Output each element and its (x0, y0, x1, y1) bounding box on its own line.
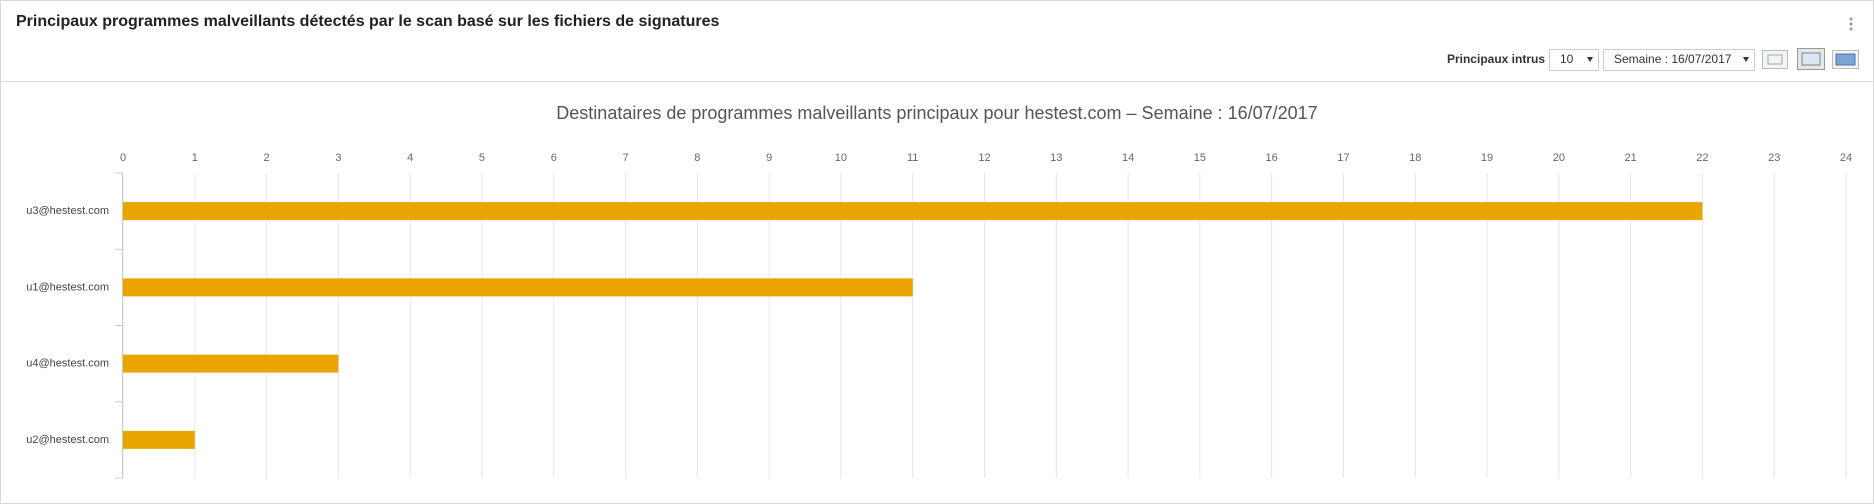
menu-dot (1849, 27, 1853, 31)
x-tick-label: 4 (407, 152, 413, 164)
x-tick-label: 16 (1266, 152, 1278, 164)
select-box (1603, 49, 1755, 71)
top-label: Principaux intrus (1447, 52, 1545, 66)
plot: 0 1 2 3 4 5 6 7 8 9 10 11 12 13 14 15 16 17 18 19 20 21 22 23 24… (26, 152, 1852, 479)
x-tick-label: 5 (479, 152, 485, 164)
x-tick-label: 1 (192, 152, 198, 164)
x-tick-label: 13 (1050, 152, 1062, 164)
x-tick-label: 24 (1840, 152, 1852, 164)
select-arrow (1587, 57, 1593, 62)
top-select[interactable]: 10 (1549, 49, 1599, 71)
icon-glyph (1835, 53, 1856, 66)
menu-dot (1849, 17, 1853, 21)
x-tick-label: 23 (1768, 152, 1780, 164)
widget-title: Principaux programmes malveillants détec… (16, 13, 720, 30)
x-tick-label: 22 (1696, 152, 1708, 164)
x-tick-label: 8 (694, 152, 700, 164)
bar (123, 430, 195, 449)
y-tick-label: u4@hestest.com (26, 358, 109, 370)
icon-glyph (1801, 52, 1821, 66)
y-tick-label: u3@hestest.com (26, 205, 109, 217)
select-box (1549, 49, 1599, 71)
x-tick-label: 0 (120, 152, 126, 164)
x-tick-label: 3 (335, 152, 341, 164)
x-tick-label: 20 (1553, 152, 1565, 164)
bar (123, 202, 1703, 221)
select-value: Semaine : 16/07/2017 (1614, 52, 1732, 66)
x-tick-label: 19 (1481, 152, 1493, 164)
x-tick-label: 7 (622, 152, 628, 164)
bar (123, 278, 913, 297)
select-value: 10 (1560, 52, 1574, 66)
menu-button[interactable] (1849, 17, 1853, 31)
chart-title: Destinataires de programmes malveillants… (556, 103, 1317, 123)
x-tick-label: 15 (1194, 152, 1206, 164)
menu-dot (1849, 22, 1853, 26)
y-tick-label: u2@hestest.com (26, 434, 109, 446)
day-view-button[interactable] (1762, 50, 1788, 69)
icon-frame (1762, 50, 1788, 69)
bar (123, 354, 339, 373)
x-tick-label: 6 (551, 152, 557, 164)
x-tick-label: 14 (1122, 152, 1134, 164)
week-view-button[interactable] (1797, 48, 1825, 70)
x-tick-label: 21 (1625, 152, 1637, 164)
y-tick-label: u1@hestest.com (26, 281, 109, 293)
icon-glyph (1767, 54, 1783, 65)
x-tick-label: 10 (835, 152, 847, 164)
select-arrow (1743, 57, 1749, 62)
x-tick-label: 17 (1337, 152, 1349, 164)
x-tick-label: 11 (907, 152, 918, 164)
period-select[interactable]: Semaine : 16/07/2017 (1603, 49, 1755, 71)
month-view-button[interactable] (1832, 50, 1859, 69)
x-tick-label: 2 (264, 152, 270, 164)
x-tick-label: 9 (766, 152, 772, 164)
x-tick-label: 18 (1409, 152, 1421, 164)
x-tick-label: 12 (978, 152, 990, 164)
